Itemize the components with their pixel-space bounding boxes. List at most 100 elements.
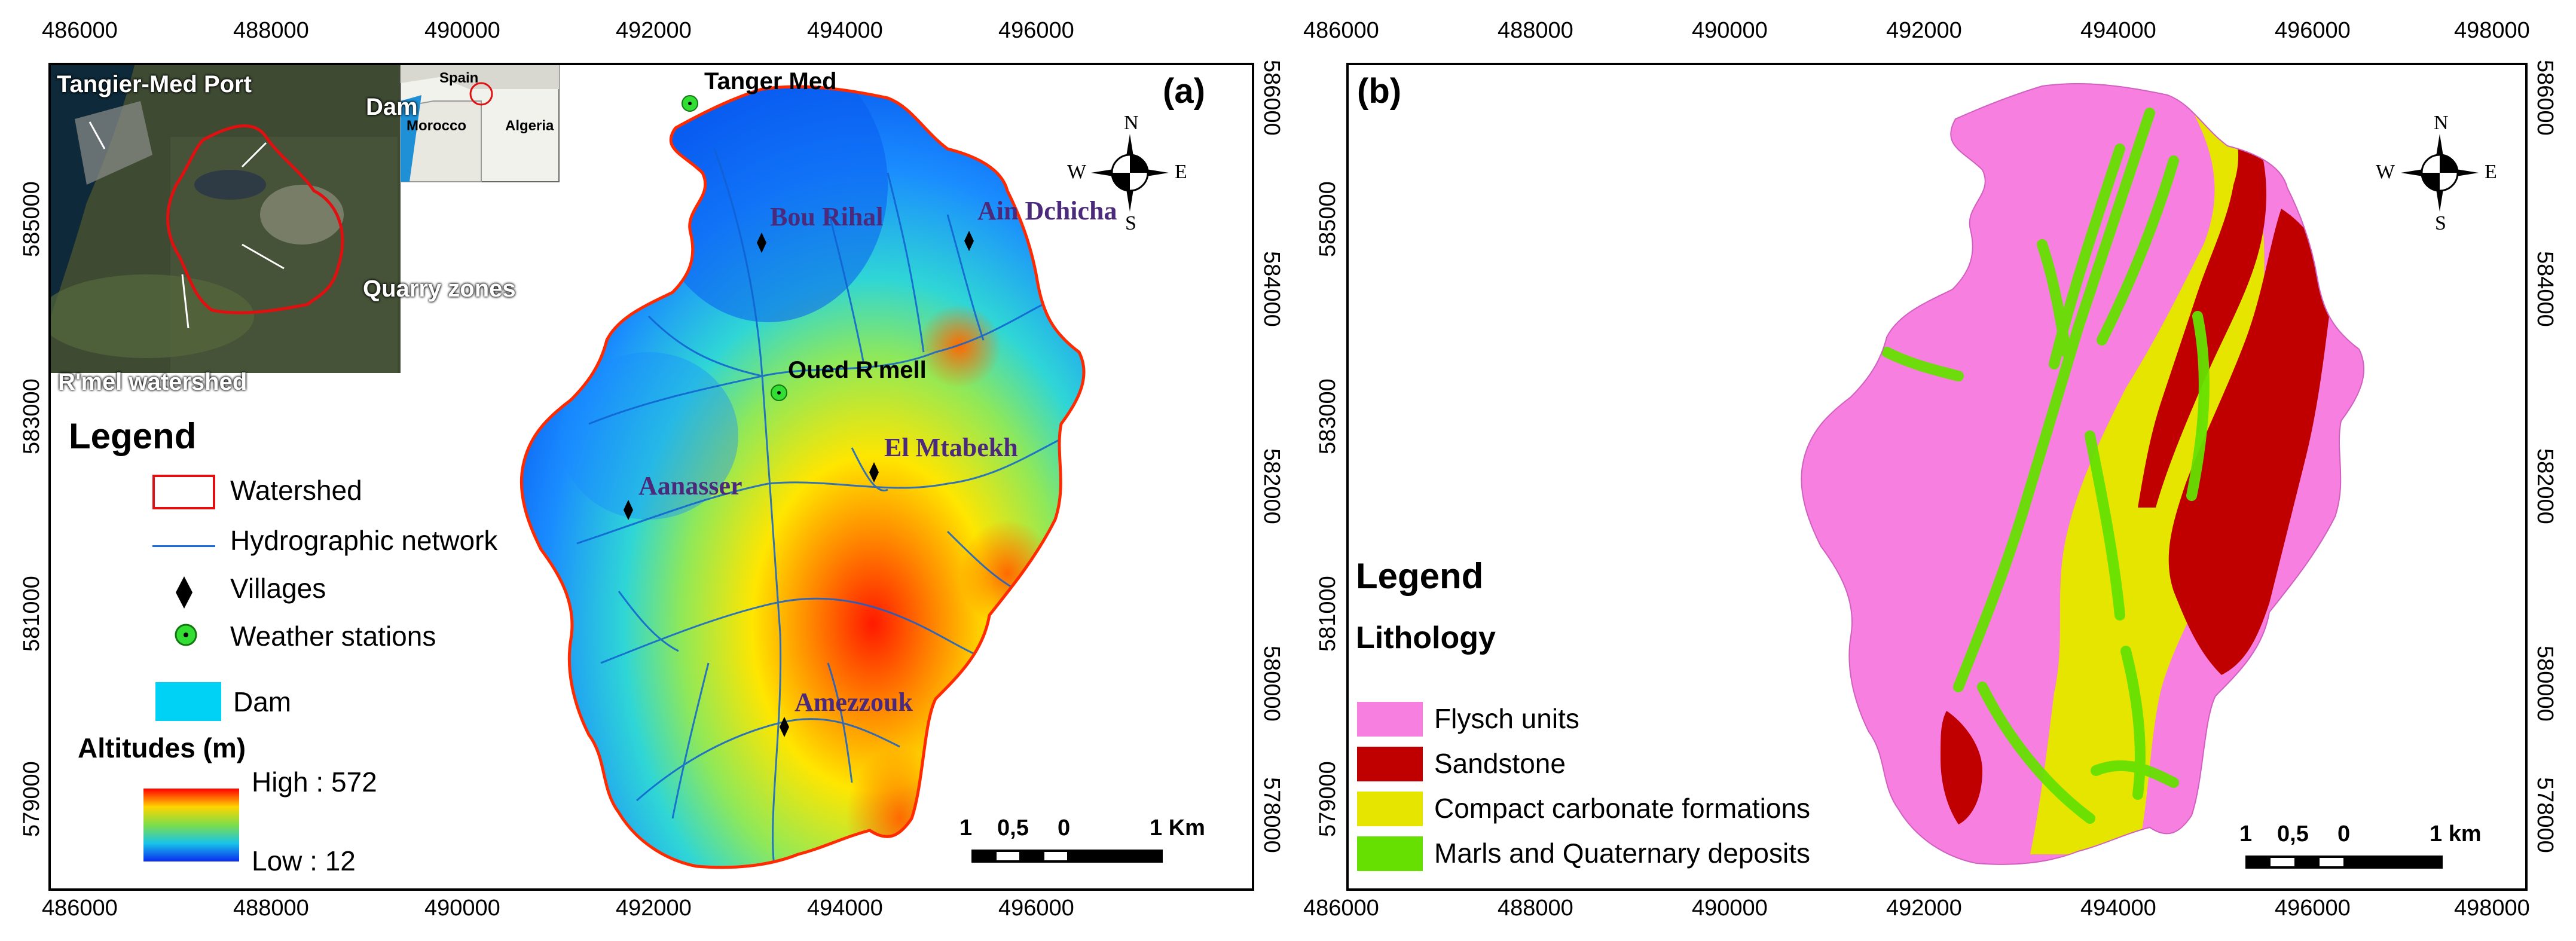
tick-label: 582000 — [2532, 448, 2557, 524]
legend-item: Compact carbonate formations — [1434, 793, 1810, 824]
station-label: Oued R'mell — [788, 357, 927, 383]
inset-label: Quarry zones — [363, 276, 516, 302]
tick-label: 496000 — [2275, 896, 2351, 921]
village-marker-aanasser — [624, 500, 633, 520]
tick-label: 580000 — [1259, 646, 1284, 722]
scale-label: 1 Km — [1150, 815, 1205, 841]
tick-label: 486000 — [1303, 896, 1379, 921]
altitude-title: Altitudes (m) — [78, 732, 246, 763]
scale-label: 0,5 — [997, 815, 1029, 841]
legend-item: Villages — [230, 573, 326, 604]
compass-west: W — [1067, 161, 1087, 183]
panel-label: (b) — [1357, 72, 1402, 111]
scale-label: 1 — [959, 815, 973, 841]
legend-title: Legend — [69, 416, 197, 456]
carbonate-swatch — [1357, 792, 1423, 826]
tick-label: 492000 — [1886, 896, 1962, 921]
legend-item: Marls and Quaternary deposits — [1434, 838, 1810, 869]
tick-label: 492000 — [1886, 18, 1962, 43]
village-label: Amezzouk — [795, 688, 913, 717]
tick-label: 486000 — [42, 18, 118, 43]
country-locator-inset — [400, 65, 560, 182]
inset-satellite-image — [51, 65, 401, 373]
village-label: Aanasser — [638, 471, 742, 500]
lithology-boundary — [1801, 83, 2364, 865]
tick-label: 488000 — [233, 896, 309, 921]
tick-label: 494000 — [807, 896, 883, 921]
tick-label: 496000 — [998, 18, 1074, 43]
dam-swatch — [155, 682, 221, 721]
village-marker-ain-dchicha — [964, 231, 974, 251]
scale-label: 0 — [2337, 821, 2351, 847]
country-label: Algeria — [505, 118, 554, 134]
north-arrow-icon — [2401, 134, 2479, 212]
tick-label: 578000 — [2532, 777, 2557, 853]
tick-label: 579000 — [19, 761, 44, 837]
tick-label: 583000 — [1315, 378, 1340, 454]
tick-label: 486000 — [42, 896, 118, 921]
altitude-ramp — [143, 789, 239, 861]
watershed-swatch — [152, 475, 215, 509]
tick-label: 494000 — [2080, 896, 2156, 921]
tick-label: 498000 — [2454, 18, 2530, 43]
tick-label: 494000 — [2080, 18, 2156, 43]
village-label: Ain Dchicha — [977, 196, 1117, 225]
village-marker-el-mtabekh — [869, 462, 879, 482]
lithology-map-svg — [1801, 83, 2364, 865]
legend-subtitle: Lithology — [1356, 621, 1496, 655]
altitude-low: Low : 12 — [252, 845, 356, 876]
tick-label: 583000 — [19, 378, 44, 454]
panel-a-altitude-map: (a) Bou Rihal Ain Dchicha El Mtabekh Aan… — [48, 63, 1254, 891]
tick-label: 490000 — [424, 896, 500, 921]
tick-label: 488000 — [233, 18, 309, 43]
village-marker-bou-rihal — [757, 233, 766, 253]
marls-deposits — [1881, 108, 2210, 824]
sandstone-area — [2168, 209, 2330, 675]
compass-south: S — [2435, 212, 2446, 234]
tick-label: 498000 — [2454, 896, 2530, 921]
tick-label: 490000 — [424, 18, 500, 43]
scale-bar-graphic — [2245, 856, 2443, 869]
tick-label: 579000 — [1315, 761, 1340, 837]
compass-north: N — [2434, 112, 2449, 134]
compass-south: S — [1125, 212, 1136, 234]
legend-item: Watershed — [230, 475, 362, 506]
tick-label: 492000 — [616, 896, 692, 921]
tick-label: 584000 — [1259, 251, 1284, 327]
tick-label: 581000 — [19, 576, 44, 652]
tick-label: 490000 — [1692, 896, 1768, 921]
tick-label: 581000 — [1315, 576, 1340, 652]
compass-west: W — [2376, 161, 2395, 183]
tick-label: 496000 — [998, 896, 1074, 921]
tick-label: 486000 — [1303, 18, 1379, 43]
panel-b-lithology-map: (b) Legend Lithology Flysch units Sandst… — [1346, 63, 2528, 891]
inset-watershed-outline — [166, 124, 344, 314]
inset-label: Dam — [366, 94, 418, 120]
tick-label: 488000 — [1498, 896, 1573, 921]
panel-label: (a) — [1163, 72, 1205, 111]
inset-label: Tangier-Med Port — [57, 71, 252, 97]
tick-label: 492000 — [616, 18, 692, 43]
sandstone-area — [1941, 711, 1982, 824]
tick-label: 494000 — [807, 18, 883, 43]
compass-north: N — [1124, 112, 1139, 134]
legend-item: Hydrographic network — [230, 525, 498, 556]
village-label: El Mtabekh — [884, 433, 1018, 462]
weather-station-icon — [175, 624, 197, 646]
north-arrow-icon — [1091, 134, 1169, 212]
legend-item: Flysch units — [1434, 703, 1579, 734]
tick-label: 490000 — [1692, 18, 1768, 43]
village-diamond-icon — [176, 576, 192, 609]
tick-label: 578000 — [1259, 777, 1284, 853]
tick-label: 585000 — [19, 181, 44, 257]
watershed-boundary — [520, 85, 1086, 869]
country-label: Morocco — [407, 118, 467, 134]
sandstone-area — [2138, 89, 2266, 508]
tick-label: 582000 — [1259, 448, 1284, 524]
inset-label: R'mel watershed — [58, 369, 247, 395]
tick-label: 580000 — [2532, 646, 2557, 722]
hydrographic-swatch — [152, 545, 215, 547]
tick-label: 586000 — [2532, 60, 2557, 136]
tick-label: 496000 — [2275, 18, 2351, 43]
scale-label: 0,5 — [2277, 821, 2309, 847]
